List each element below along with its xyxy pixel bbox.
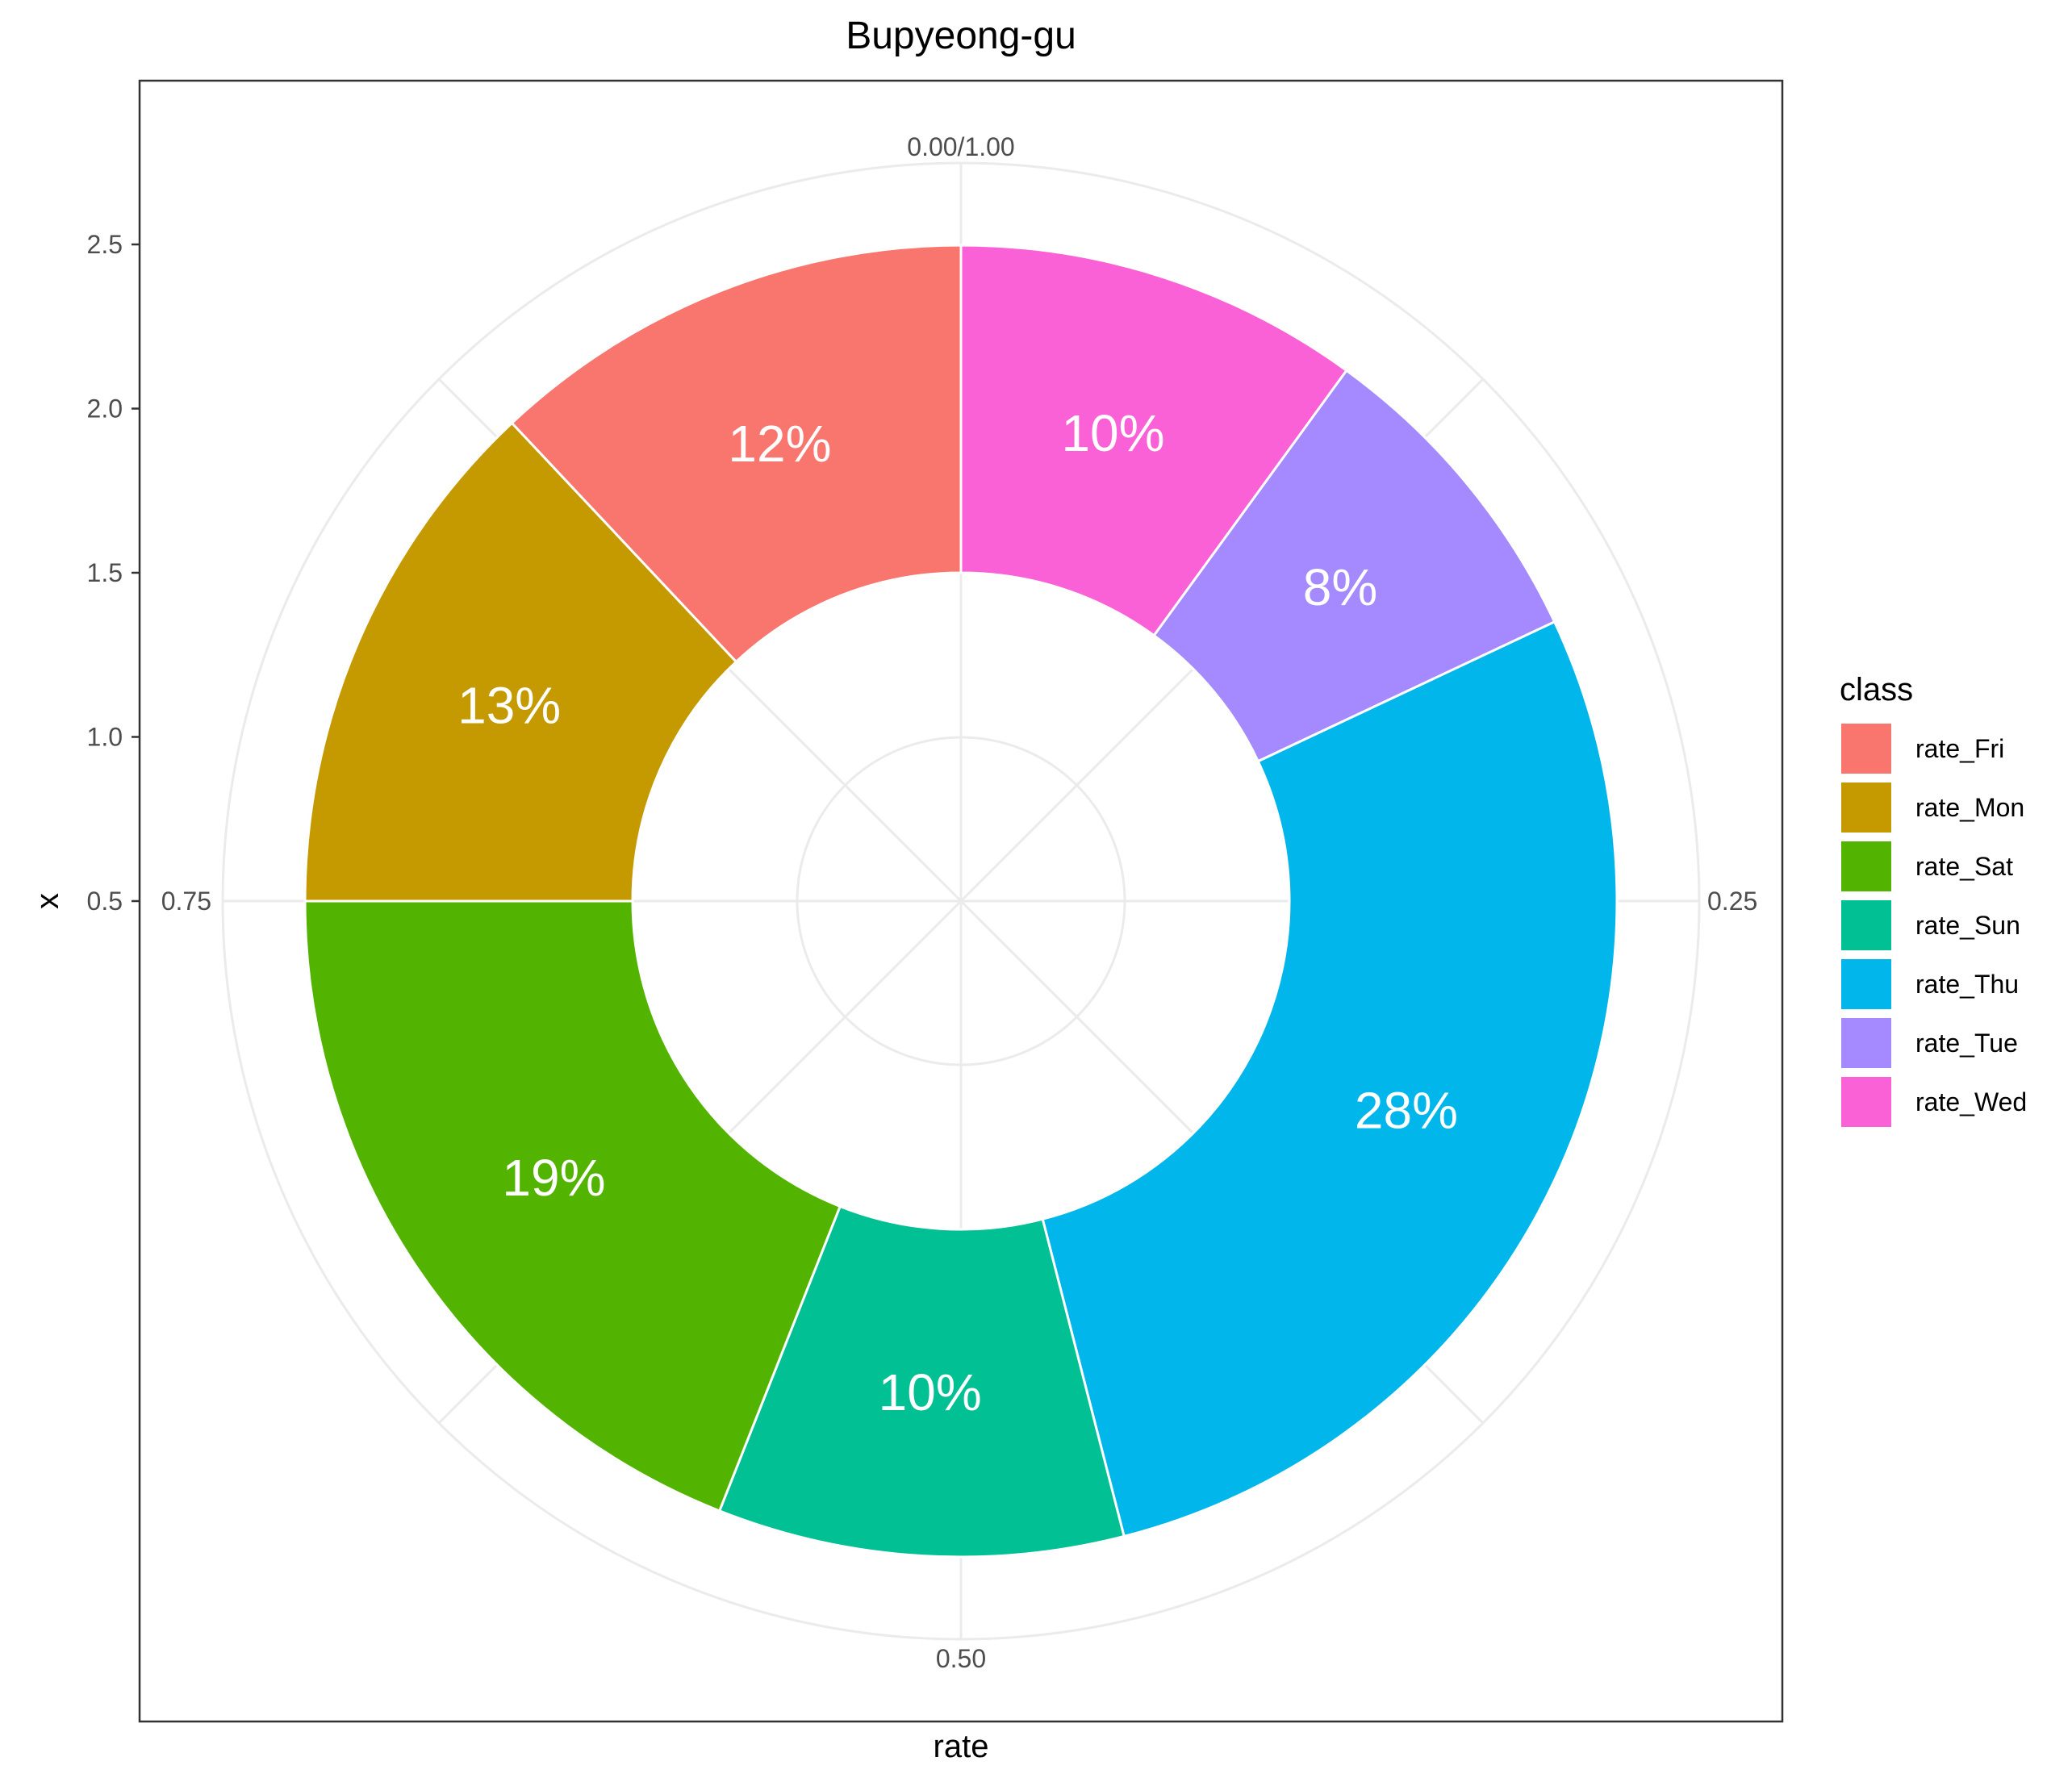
legend-label-rate_Thu: rate_Thu <box>1915 970 2019 999</box>
slice-rate_Thu <box>1041 620 1619 1538</box>
y-tick-label: 2.0 <box>87 394 123 424</box>
y-tick-label: 0.5 <box>87 887 123 916</box>
legend-label-rate_Sat: rate_Sat <box>1915 852 2013 881</box>
x-axis-title: rate <box>934 1729 989 1764</box>
y-tick-label: 1.0 <box>87 723 123 752</box>
slice-layer <box>303 244 1619 1559</box>
slice-rate_Wed <box>959 244 1348 637</box>
slice-rate_Mon <box>303 421 738 903</box>
legend-label-rate_Fri: rate_Fri <box>1915 734 2004 763</box>
legend-title: class <box>1840 672 1913 707</box>
slice-rate_Sun <box>717 1204 1126 1559</box>
slice-rate_Sat <box>303 899 842 1513</box>
slice-label-rate_Sat: 19% <box>502 1149 605 1207</box>
slice-label-rate_Wed: 10% <box>1061 404 1164 462</box>
slice-label-rate_Tue: 8% <box>1303 558 1378 616</box>
legend-items: rate_Fri rate_Mon rate_Sat rate_Sun rate_Thu… <box>1841 724 2027 1127</box>
slice-rate_Fri <box>510 244 963 664</box>
slice-label-rate_Sun: 10% <box>879 1363 982 1421</box>
legend-swatch-rate_Sat <box>1841 841 1891 891</box>
legend-swatch-rate_Wed <box>1841 1077 1891 1127</box>
slice-label-layer: 10% 8% 28% 10% 19% 13% 12% <box>457 404 1458 1421</box>
legend-label-rate_Mon: rate_Mon <box>1915 793 2024 822</box>
legend-swatch-rate_Thu <box>1841 959 1891 1009</box>
legend: class rate_Frirate_Monrate_Satrate_Sunra… <box>1840 672 2027 1127</box>
legend-swatch-rate_Mon <box>1841 782 1891 833</box>
slice-label-rate_Thu: 28% <box>1355 1082 1458 1140</box>
slice-rate_Tue <box>1152 369 1556 763</box>
slice-label-rate_Fri: 12% <box>728 415 831 473</box>
y-axis-title: x <box>30 893 65 909</box>
chart-title: Bupyeong-gu <box>846 15 1076 57</box>
legend-swatch-rate_Sun <box>1841 900 1891 950</box>
legend-swatch-rate_Tue <box>1841 1018 1891 1068</box>
theta-tick-label: 0.00/1.00 <box>907 132 1014 161</box>
legend-label-rate_Wed: rate_Wed <box>1915 1087 2027 1116</box>
legend-label-rate_Tue: rate_Tue <box>1915 1029 2018 1058</box>
y-tick-label: 1.5 <box>87 558 123 587</box>
theta-tick-label: 0.50 <box>936 1644 986 1673</box>
legend-label-rate_Sun: rate_Sun <box>1915 911 2020 940</box>
theta-tick-label: 0.25 <box>1707 887 1757 916</box>
theta-label-layer: 0.00/1.00 0.25 0.50 0.75 <box>161 132 1758 1673</box>
y-axis: 0.5 1.0 1.5 2.0 2.5 <box>87 230 140 916</box>
legend-swatch-rate_Fri <box>1841 724 1891 774</box>
y-tick-label: 2.5 <box>87 230 123 259</box>
theta-tick-label: 0.75 <box>161 887 211 916</box>
slice-label-rate_Mon: 13% <box>457 677 561 735</box>
